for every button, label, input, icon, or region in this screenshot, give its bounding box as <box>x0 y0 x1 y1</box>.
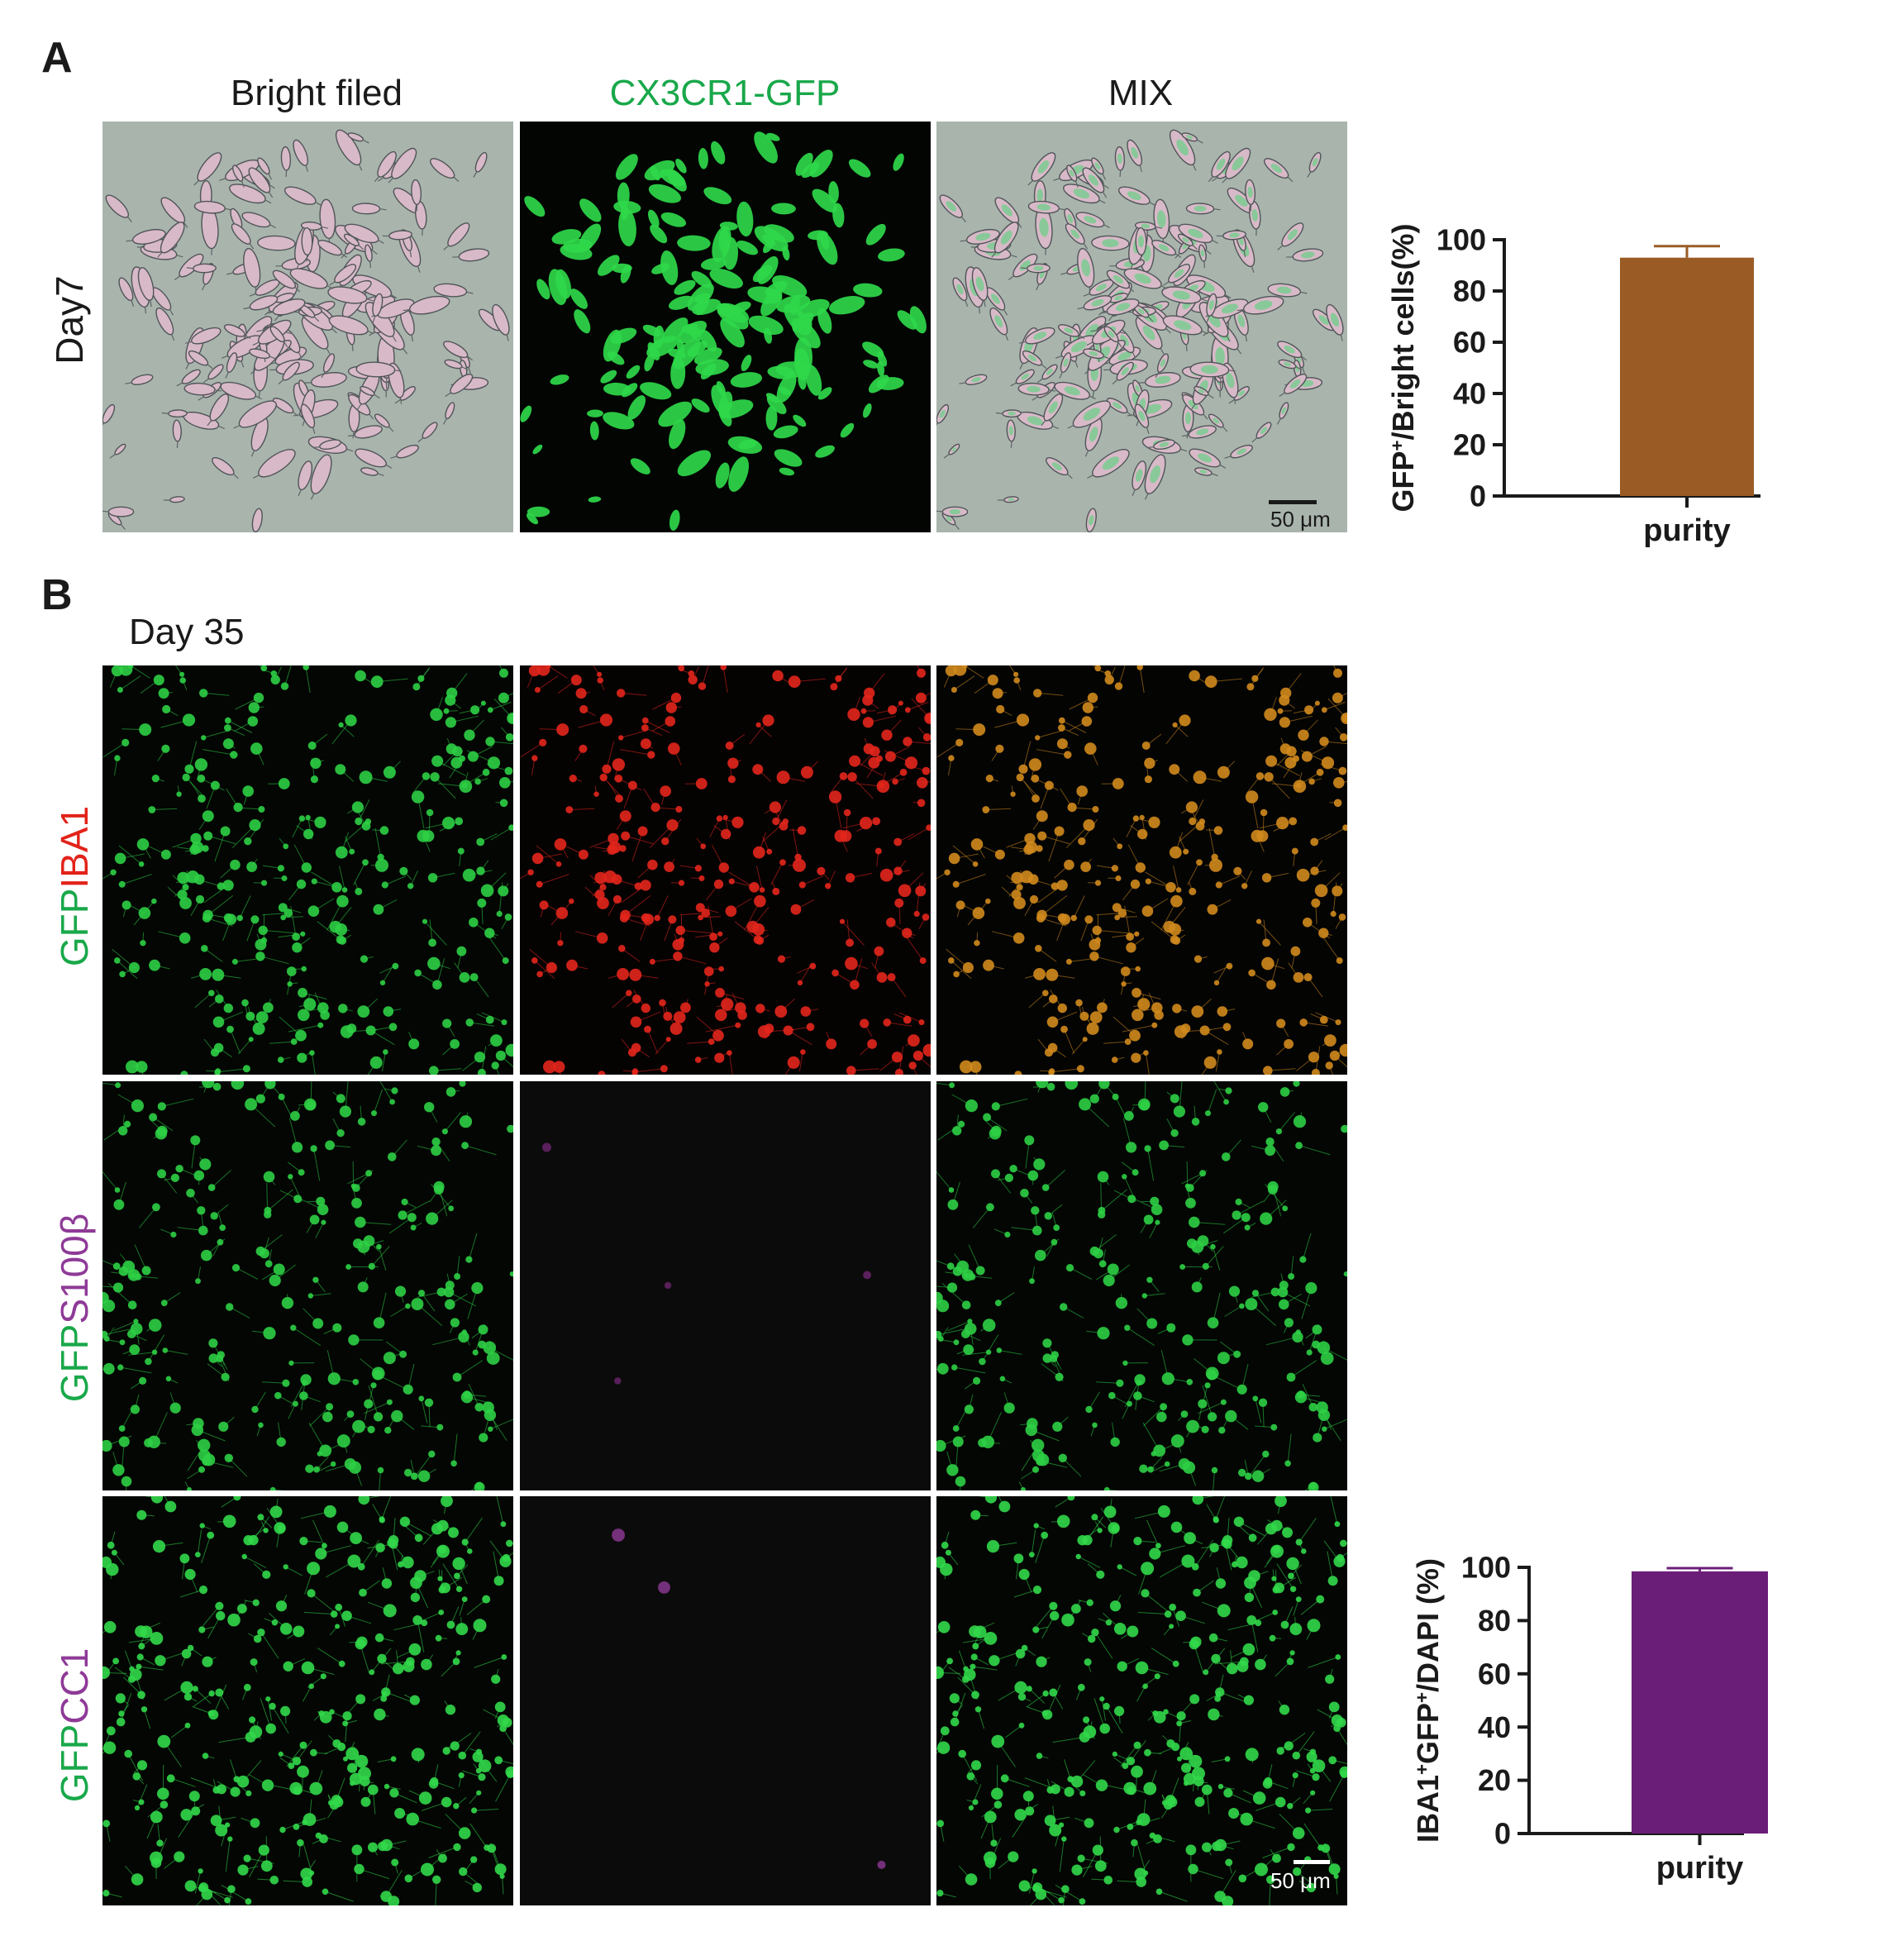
x-category-label: purity <box>1656 1851 1744 1886</box>
panel-b-letter: B <box>41 571 73 619</box>
chart-gfp-purity: 0 20 40 60 80 100 purity GFP+/Bright cells(%) <box>1386 223 1761 548</box>
micrograph-bright-field <box>102 122 513 532</box>
y-tick-label: 0 <box>1470 479 1486 513</box>
y-axis-label: GFP+/Bright cells(%) <box>1386 223 1420 512</box>
scale-bar-label: 50 μm <box>1270 1868 1331 1893</box>
y-tick-label: 40 <box>1478 1710 1511 1744</box>
y-tick-label: 20 <box>1478 1763 1511 1797</box>
y-axis-label: IBA1+GFP+/DAPI (%) <box>1411 1558 1445 1843</box>
scale-bar-line <box>1269 500 1317 504</box>
panel-a-letter: A <box>41 34 73 82</box>
micrograph-s100b <box>520 1081 931 1490</box>
y-tick-label: 80 <box>1453 274 1486 308</box>
chart-iba1-purity: 0 20 40 60 80 100 purity IBA1+GFP+/DAPI (%) <box>1411 1551 1768 1886</box>
row-label-gfp-s100b: GFPS100β <box>52 1209 97 1407</box>
row-label-gfp-iba1: GFPIBA1 <box>52 787 97 985</box>
y-tick-label: 100 <box>1461 1551 1511 1585</box>
micrograph-cx3cr1-gfp <box>520 122 931 532</box>
micrograph-merge-row3: 50 μm <box>936 1496 1347 1905</box>
micrograph-gfp-row2 <box>102 1081 513 1490</box>
col-title-cx3cr1-gfp: CX3CR1-GFP <box>609 73 841 113</box>
row-label-gfp-cc1: GFPCC1 <box>52 1626 97 1824</box>
row-label-prefix: GFP <box>53 888 96 967</box>
y-tick-label: 20 <box>1453 428 1486 462</box>
col-title-bright-field: Bright filed <box>231 73 403 113</box>
y-tick-label: 80 <box>1478 1604 1511 1638</box>
y-tick-label: 40 <box>1453 377 1486 411</box>
micrograph-gfp-row1 <box>102 665 513 1075</box>
micrograph-merge-row1 <box>936 665 1347 1075</box>
row-label-marker: S100β <box>53 1213 96 1324</box>
row-label-prefix: GFP <box>53 1724 96 1803</box>
bar-purity <box>1620 257 1754 496</box>
micrograph-merge-row2 <box>936 1081 1347 1490</box>
scale-bar-line <box>1294 1860 1330 1864</box>
x-category-label: purity <box>1643 513 1731 548</box>
row-label-prefix: GFP <box>53 1323 96 1403</box>
micrograph-iba1 <box>520 665 931 1075</box>
row-label-day7: Day7 <box>48 275 91 365</box>
y-tick-label: 0 <box>1494 1817 1511 1851</box>
row-label-marker: CC1 <box>53 1648 96 1724</box>
y-tick-label: 60 <box>1453 326 1486 360</box>
col-title-mix: MIX <box>1108 73 1174 113</box>
panel-b-subtitle: Day 35 <box>129 612 245 652</box>
micrograph-gfp-row3 <box>102 1496 513 1905</box>
micrograph-cc1 <box>520 1496 931 1905</box>
scale-bar-label: 50 μm <box>1270 507 1331 532</box>
micrograph-mix: 50 μm <box>936 122 1347 532</box>
row-label-marker: IBA1 <box>53 805 96 889</box>
y-tick-label: 100 <box>1437 223 1486 257</box>
bar-purity <box>1632 1571 1768 1834</box>
y-tick-label: 60 <box>1478 1657 1511 1691</box>
